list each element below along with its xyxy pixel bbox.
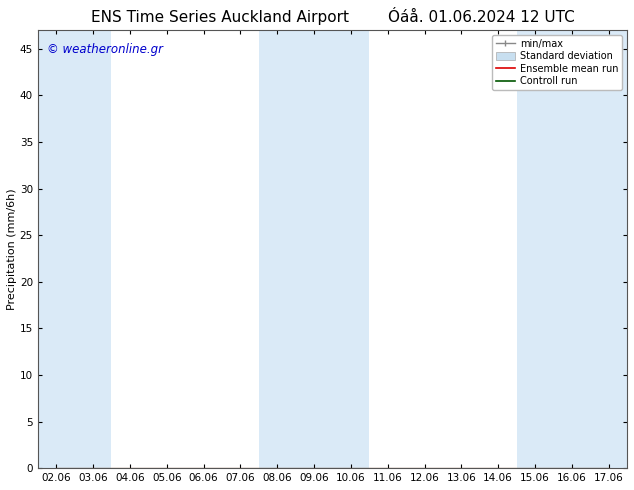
Text: © weatheronline.gr: © weatheronline.gr [47, 44, 163, 56]
Y-axis label: Precipitation (mm/6h): Precipitation (mm/6h) [7, 189, 17, 310]
Bar [259, 30, 369, 468]
Bar [38, 30, 112, 468]
Legend: min/max, Standard deviation, Ensemble mean run, Controll run: min/max, Standard deviation, Ensemble me… [491, 35, 622, 90]
Title: ENS Time Series Auckland Airport        Óáå. 01.06.2024 12 UTC: ENS Time Series Auckland Airport Óáå. 01… [91, 7, 574, 25]
Bar [517, 30, 627, 468]
